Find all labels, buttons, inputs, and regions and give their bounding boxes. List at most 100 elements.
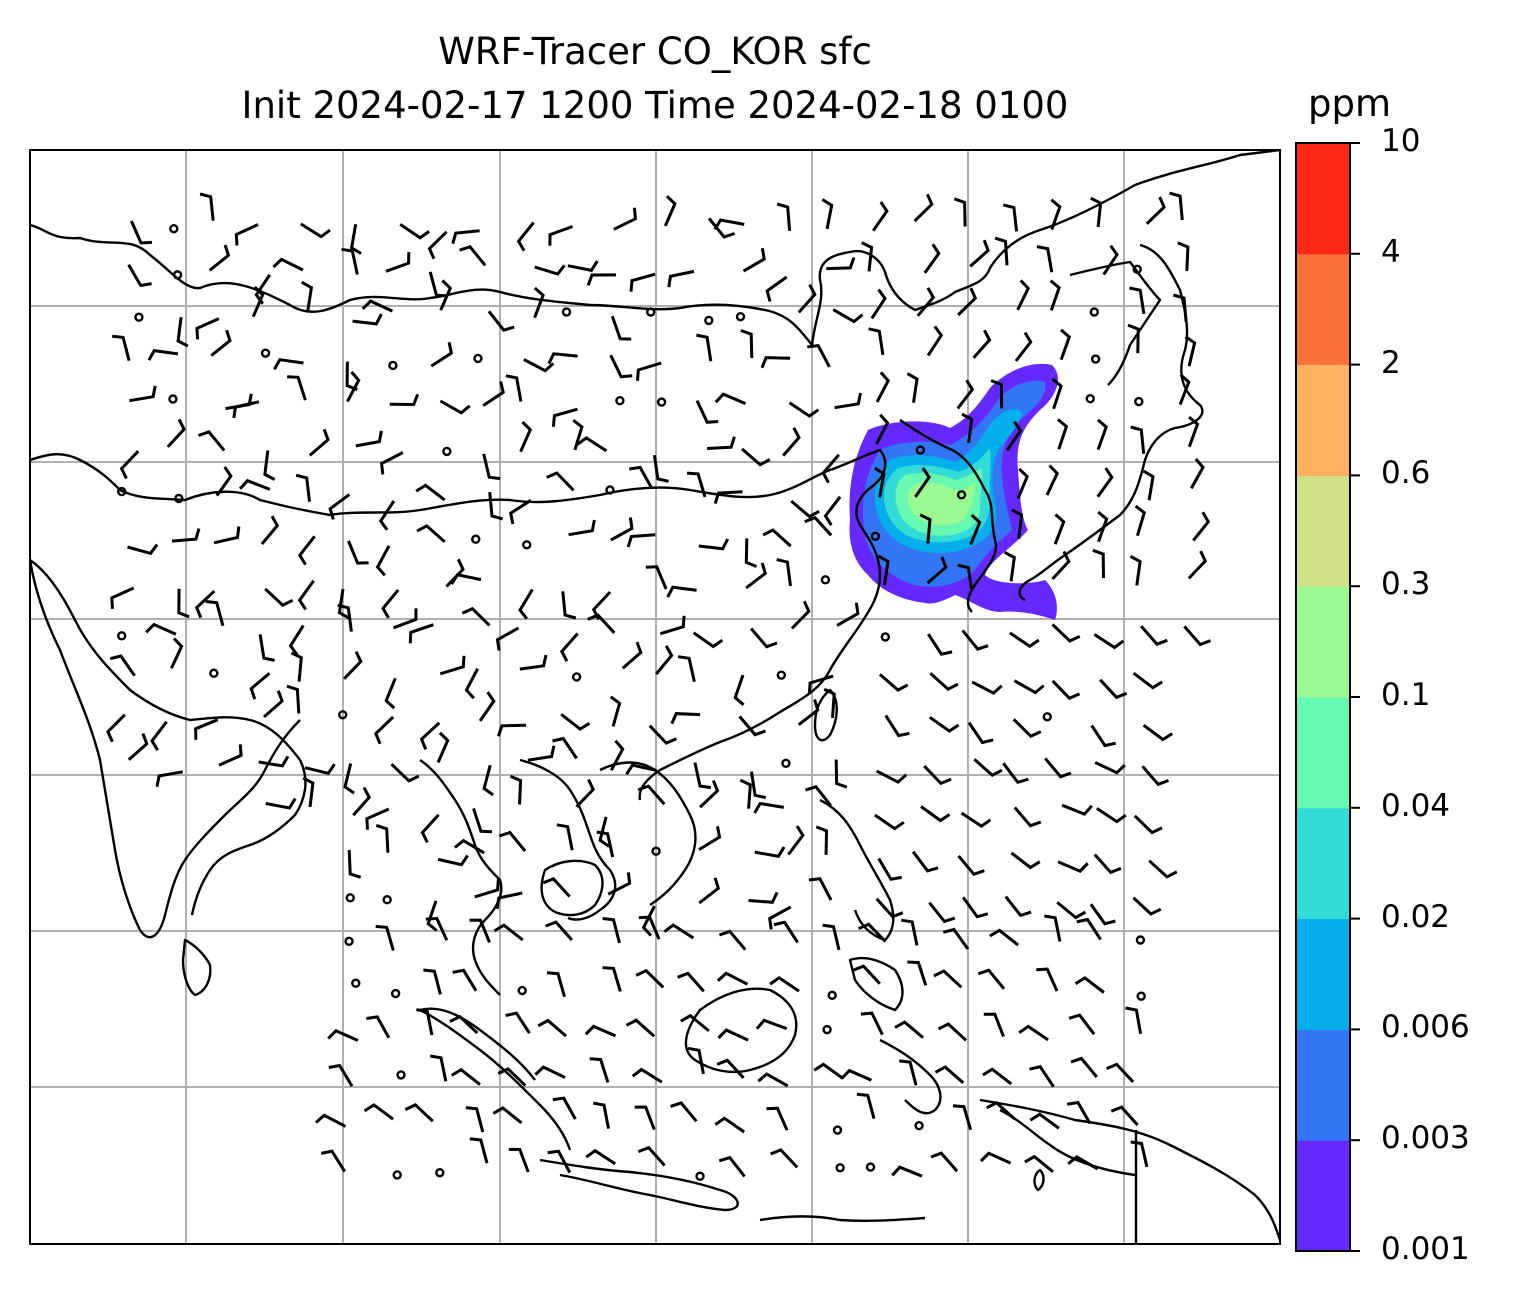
wind-barb bbox=[352, 313, 383, 326]
wind-barb bbox=[1142, 469, 1155, 501]
wind-barb bbox=[129, 385, 157, 403]
wind-barb bbox=[610, 517, 634, 542]
wind-barb bbox=[337, 603, 353, 632]
wind-barb bbox=[914, 467, 931, 498]
wind-barb bbox=[739, 778, 752, 809]
wind-barb bbox=[1029, 1065, 1055, 1088]
wind-barb bbox=[638, 915, 661, 940]
wind-barb bbox=[584, 1024, 617, 1038]
wind-barb bbox=[899, 1059, 918, 1086]
wind-barb bbox=[797, 699, 820, 726]
calm-wind-marker bbox=[832, 1125, 843, 1135]
wind-barb bbox=[626, 533, 656, 548]
wind-barb bbox=[659, 615, 686, 636]
wind-barb bbox=[1142, 723, 1174, 742]
calm-wind-marker bbox=[1136, 991, 1146, 1001]
wind-barb bbox=[537, 1018, 568, 1038]
wind-barb bbox=[1134, 504, 1147, 537]
wind-barb bbox=[1148, 859, 1178, 879]
wind-barb bbox=[856, 1092, 876, 1119]
wind-barb bbox=[907, 960, 928, 986]
wind-barb bbox=[1178, 373, 1191, 406]
wind-barb bbox=[110, 586, 135, 609]
wind-barb bbox=[870, 288, 887, 320]
wind-barb bbox=[969, 239, 990, 268]
wind-barb bbox=[1130, 1140, 1149, 1168]
wind-barb bbox=[666, 585, 697, 598]
wind-barb bbox=[1044, 914, 1062, 942]
wind-barb bbox=[716, 1058, 745, 1079]
wind-barb bbox=[769, 975, 800, 993]
wind-barb bbox=[420, 813, 440, 844]
calm-wind-marker bbox=[117, 631, 127, 641]
wind-barb bbox=[177, 588, 190, 619]
wind-barb bbox=[1099, 678, 1128, 700]
wind-barb bbox=[977, 968, 1006, 990]
wind-barb bbox=[478, 691, 496, 722]
wind-barb bbox=[1057, 860, 1089, 873]
wind-barb bbox=[1132, 672, 1163, 690]
wind-barb bbox=[768, 905, 792, 930]
coastline-segment bbox=[1069, 260, 1162, 386]
wind-barb bbox=[343, 650, 363, 680]
wind-barb bbox=[337, 588, 350, 620]
wind-barb bbox=[552, 1096, 577, 1120]
wind-barb bbox=[572, 419, 584, 451]
wind-barb bbox=[757, 1072, 789, 1088]
wind-barb bbox=[210, 329, 232, 357]
wind-barb bbox=[389, 393, 420, 407]
colorbar-segment bbox=[1296, 807, 1350, 920]
wind-barb bbox=[498, 830, 527, 853]
wind-barb bbox=[670, 712, 701, 725]
wind-barb bbox=[821, 453, 840, 484]
wind-barb bbox=[495, 626, 520, 651]
colorbar-tick-label: 10 bbox=[1381, 123, 1421, 159]
wind-barb bbox=[1011, 508, 1024, 539]
wind-barb bbox=[119, 450, 140, 480]
colorbar-segment bbox=[1296, 918, 1350, 1030]
wind-barb bbox=[258, 755, 290, 768]
calm-wind-marker bbox=[695, 1171, 705, 1181]
wind-barb bbox=[823, 495, 842, 526]
wind-barb bbox=[1183, 625, 1212, 647]
calm-wind-marker bbox=[880, 632, 891, 642]
wind-barb bbox=[990, 379, 1004, 409]
wind-barb bbox=[1061, 803, 1093, 816]
wind-barb bbox=[858, 922, 887, 943]
colorbar bbox=[1295, 142, 1360, 1252]
wind-barb bbox=[106, 713, 126, 743]
wind-barb bbox=[919, 513, 932, 544]
wind-barb bbox=[127, 543, 159, 556]
wind-barb bbox=[741, 447, 771, 467]
wind-barb bbox=[459, 245, 487, 267]
wind-barb bbox=[1036, 245, 1054, 273]
wind-barb bbox=[552, 736, 578, 760]
colorbar-tick-label: 0.003 bbox=[1381, 1120, 1470, 1157]
calm-wind-marker bbox=[134, 312, 144, 322]
wind-barb bbox=[714, 1116, 746, 1134]
wind-barb bbox=[1129, 554, 1142, 586]
wind-barb bbox=[602, 966, 622, 992]
wind-barb bbox=[969, 513, 982, 546]
wind-barb bbox=[399, 223, 430, 240]
wind-barb bbox=[166, 418, 186, 448]
wind-barb bbox=[773, 920, 799, 944]
wind-barb bbox=[1102, 244, 1119, 276]
wind-barb bbox=[469, 918, 491, 943]
wind-barb bbox=[625, 763, 657, 776]
wind-barb bbox=[416, 524, 446, 543]
wind-barb bbox=[973, 758, 1003, 778]
calm-wind-marker bbox=[396, 1070, 406, 1080]
wind-barb bbox=[518, 588, 534, 620]
calm-wind-marker bbox=[822, 1024, 832, 1035]
calm-wind-marker bbox=[561, 307, 572, 317]
wind-barb bbox=[419, 721, 441, 750]
wind-barb bbox=[1002, 203, 1019, 232]
wind-barb bbox=[749, 771, 767, 800]
wind-barb bbox=[956, 379, 975, 410]
wind-barb bbox=[1012, 718, 1042, 738]
wind-barb bbox=[408, 623, 434, 644]
wind-barb bbox=[961, 629, 989, 651]
wind-barb bbox=[1070, 1056, 1098, 1078]
wind-barb bbox=[425, 916, 449, 941]
